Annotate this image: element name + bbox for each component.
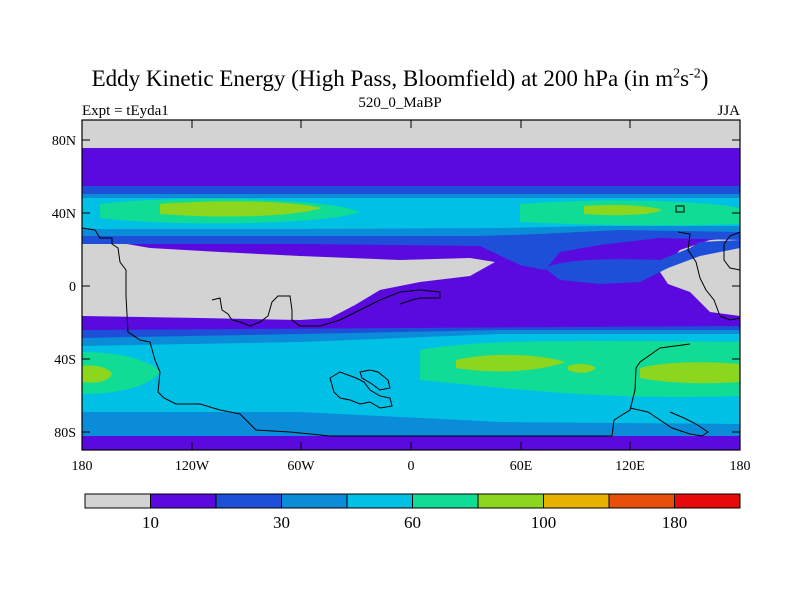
coastline-island-b [359, 369, 391, 391]
coastline-south-east [629, 407, 709, 437]
colorbar-box-1 [150, 493, 217, 509]
y-tick-label: 80N [52, 134, 76, 149]
colorbar-label: 180 [662, 513, 688, 532]
y-tick-label: 80S [54, 426, 76, 441]
colorbar-label: 60 [404, 513, 421, 532]
colorbar-box-9 [674, 493, 741, 509]
colorbar-box-0 [84, 493, 151, 509]
x-tick-label: 180 [730, 459, 751, 474]
colorbar-label: 10 [142, 513, 159, 532]
x-ticks [81, 120, 741, 450]
band-yellowgreen-south-east [640, 362, 740, 384]
y-ticks [82, 139, 740, 433]
band-yellowgreen-north-west [160, 201, 322, 217]
coastline-island-a [329, 371, 393, 409]
colorbar-label: 100 [531, 513, 557, 532]
colorbar-box-6 [477, 493, 544, 509]
season-label: JJA [717, 103, 740, 119]
colorbar-box-3 [281, 493, 348, 509]
coastline-east-b [723, 231, 741, 271]
coastline-mid [211, 289, 441, 327]
coastline-south-outline [81, 227, 691, 437]
colorbar [84, 493, 741, 509]
colorbar-box-5 [412, 493, 479, 509]
x-tick-label: 120E [615, 459, 645, 474]
band-yellowgreen-south-mid [456, 354, 565, 372]
coastline-east [677, 231, 741, 321]
band-yellowgreen-north-east [584, 205, 662, 216]
x-tick-label: 60W [287, 459, 315, 474]
band-yellowgreen-south-west [82, 365, 112, 383]
coastline-small-island [675, 205, 685, 213]
grey-tropics-west [82, 242, 495, 320]
y-tick-label: 0 [69, 280, 76, 295]
x-tick-label: 180 [72, 459, 93, 474]
contour-field [82, 120, 740, 450]
colorbar-box-7 [543, 493, 610, 509]
x-tick-label: 0 [408, 459, 415, 474]
map-title: Eddy Kinetic Energy (High Pass, Bloomfie… [91, 66, 709, 91]
band-green-south-west [82, 352, 160, 394]
colorbar-box-2 [215, 493, 282, 509]
band-blue-tongue-east [545, 240, 740, 284]
x-tick-label: 60E [510, 459, 533, 474]
y-tick-label: 40S [54, 353, 76, 368]
map-subtitle: 520_0_MaBP [358, 95, 442, 111]
band-yellowgreen-south-small [568, 363, 596, 373]
x-tick-label: 120W [175, 459, 210, 474]
colorbar-label: 30 [273, 513, 290, 532]
y-tick-label: 40N [52, 207, 76, 222]
experiment-label: Expt = tEyda1 [82, 103, 169, 119]
colorbar-box-4 [346, 493, 413, 509]
colorbar-box-8 [608, 493, 675, 509]
coastlines [81, 205, 741, 437]
